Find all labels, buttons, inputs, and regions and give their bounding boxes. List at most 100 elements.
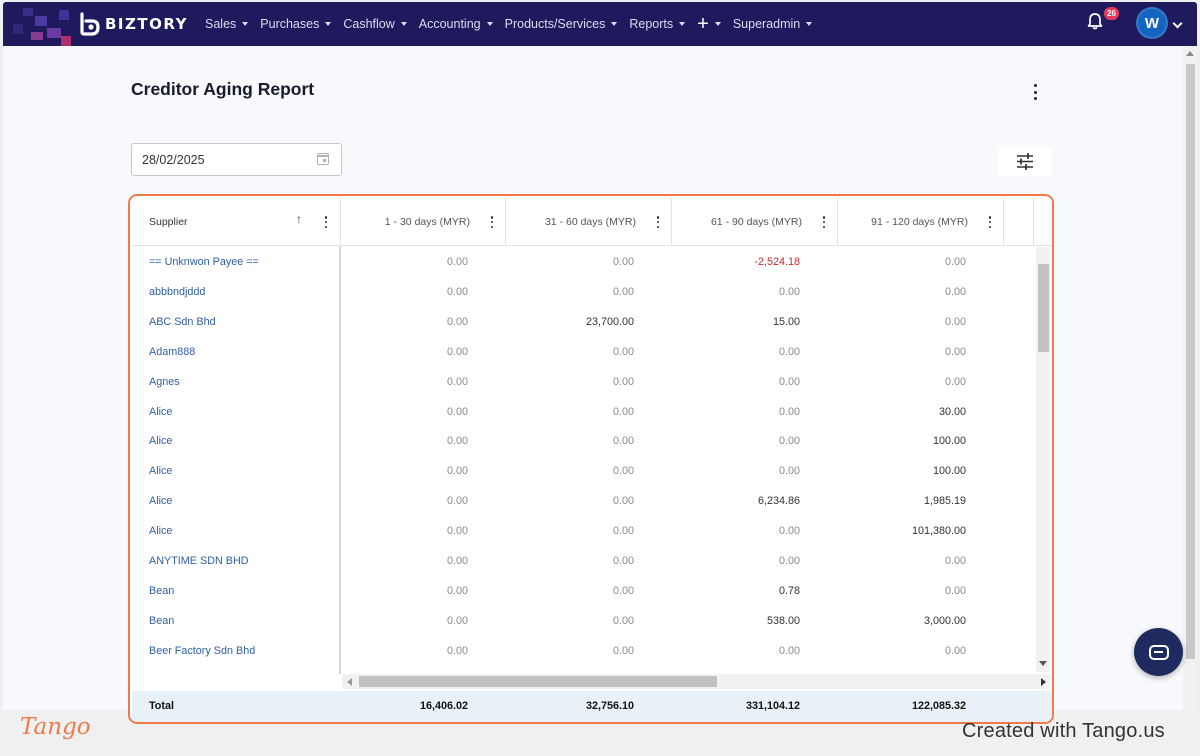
scroll-left-arrow-icon[interactable] <box>347 678 352 686</box>
amount-cell: 0.00 <box>944 345 966 358</box>
amount-cell: 30.00 <box>938 405 966 418</box>
amount-cell: 0.00 <box>612 584 634 597</box>
kebab-menu-icon[interactable] <box>324 216 328 228</box>
nav-cashflow[interactable]: Cashflow <box>343 17 407 31</box>
nav-superadmin[interactable]: Superadmin <box>732 17 813 31</box>
chat-button[interactable] <box>1134 628 1183 676</box>
supplier-link[interactable]: Agnes <box>149 375 180 388</box>
kebab-menu-icon[interactable] <box>490 216 494 228</box>
amount-cell: 0.00 <box>446 375 468 388</box>
column-header-31-60-days[interactable]: 31 - 60 days (MYR) <box>544 216 636 228</box>
created-with-tango: Created with Tango.us <box>962 720 1165 742</box>
chevron-down-icon <box>714 22 721 26</box>
scroll-right-arrow-icon[interactable] <box>1041 678 1046 686</box>
column-header-91-120-days[interactable]: 91 - 120 days (MYR) <box>871 216 968 228</box>
kebab-menu-icon[interactable] <box>656 216 660 228</box>
pinned-column-divider <box>339 246 341 674</box>
amount-cell: 0.00 <box>446 285 468 298</box>
amount-cell: 23,700.00 <box>585 315 634 328</box>
table-row[interactable]: Alice 0.00 0.00 0.00 30.00 <box>132 397 1036 427</box>
sort-up-arrow-icon[interactable]: ↑ <box>296 212 302 226</box>
page-scrollbar-thumb[interactable] <box>1186 64 1195 659</box>
kebab-menu-icon[interactable] <box>822 216 826 228</box>
total-61-90-days: 331,104.12 <box>745 700 800 712</box>
user-avatar[interactable]: W <box>1136 7 1168 39</box>
total-1-30-days: 16,406.02 <box>419 700 468 712</box>
amount-cell: 0.00 <box>778 644 800 657</box>
nav-accounting[interactable]: Accounting <box>419 17 493 31</box>
amount-cell: 0.00 <box>944 644 966 657</box>
bell-icon[interactable] <box>1086 12 1104 30</box>
chevron-down-icon <box>486 22 493 26</box>
supplier-link[interactable]: abbbndjddd <box>149 285 206 298</box>
table-horizontal-scrollbar-thumb[interactable] <box>359 676 717 687</box>
column-header-supplier[interactable]: Supplier <box>149 216 188 228</box>
column-divider <box>505 198 506 246</box>
column-header-1-30-days[interactable]: 1 - 30 days (MYR) <box>384 216 470 228</box>
table-row[interactable]: Alice 0.00 0.00 0.00 101,380.00 <box>132 516 1036 546</box>
supplier-link[interactable]: Bean <box>149 584 175 597</box>
supplier-link[interactable]: Alice <box>149 495 173 508</box>
table-vertical-scrollbar-thumb[interactable] <box>1038 264 1049 352</box>
amount-cell: 0.00 <box>612 495 634 508</box>
amount-cell: 0.78 <box>778 584 800 597</box>
table-row[interactable]: Bean 0.00 0.00 538.00 3,000.00 <box>132 606 1036 636</box>
supplier-link[interactable]: Bean <box>149 614 175 627</box>
scroll-up-arrow-icon[interactable] <box>1186 51 1194 56</box>
brand-logo[interactable]: BIZTORY <box>77 12 188 36</box>
nav-superadmin-label: Superadmin <box>732 17 801 31</box>
table-row[interactable]: Alice 0.00 0.00 6,234.86 1,985.19 <box>132 486 1036 516</box>
kebab-menu-icon[interactable] <box>1028 84 1042 100</box>
table-horizontal-scrollbar[interactable] <box>342 674 1050 689</box>
brand-name: BIZTORY <box>105 15 188 33</box>
chevron-down-icon <box>806 22 813 26</box>
supplier-link[interactable]: Alice <box>149 525 173 538</box>
amount-cell: 0.00 <box>778 555 800 567</box>
nav-products-services[interactable]: Products/Services <box>505 17 618 31</box>
supplier-link[interactable]: Alice <box>149 465 173 478</box>
table-row[interactable]: ANYTIME SDN BHD 0.00 0.00 0.00 0.00 <box>132 546 1036 576</box>
supplier-link[interactable]: Alice <box>149 405 173 418</box>
supplier-link[interactable]: Adam888 <box>149 345 196 358</box>
supplier-link[interactable]: ANYTIME SDN BHD <box>149 555 249 567</box>
supplier-link[interactable]: Alice <box>149 435 173 448</box>
chevron-down-icon <box>611 22 618 26</box>
total-31-60-days: 32,756.10 <box>585 700 634 712</box>
plus-icon: + <box>697 13 709 35</box>
table-row[interactable]: Agnes 0.00 0.00 0.00 0.00 <box>132 367 1036 397</box>
table-row[interactable]: ABC Sdn Bhd 0.00 23,700.00 15.00 0.00 <box>132 307 1036 337</box>
filter-sliders-icon <box>1017 153 1033 170</box>
amount-cell: 0.00 <box>612 644 634 657</box>
table-row[interactable]: Adam888 0.00 0.00 0.00 0.00 <box>132 337 1036 367</box>
table-row[interactable]: Alice 0.00 0.00 0.00 100.00 <box>132 456 1036 486</box>
nav-reports[interactable]: Reports <box>629 17 686 31</box>
filter-button[interactable] <box>998 147 1052 176</box>
date-field[interactable]: 28/02/2025 <box>131 143 342 176</box>
kebab-menu-icon[interactable] <box>988 216 992 228</box>
calendar-icon[interactable] <box>316 153 329 165</box>
nav-quick-add[interactable]: + <box>697 14 721 34</box>
nav-purchases[interactable]: Purchases <box>260 17 332 31</box>
amount-cell: 0.00 <box>446 345 468 358</box>
amount-cell: 0.00 <box>446 315 468 328</box>
amount-cell: 0.00 <box>778 285 800 298</box>
amount-cell: 0.00 <box>944 584 966 597</box>
table-row[interactable]: Bean 0.00 0.00 0.78 0.00 <box>132 576 1036 606</box>
page-scrollbar[interactable] <box>1183 46 1197 710</box>
column-header-61-90-days[interactable]: 61 - 90 days (MYR) <box>710 216 802 228</box>
table-row[interactable]: Beer Factory Sdn Bhd 0.00 0.00 0.00 0.00 <box>132 636 1036 666</box>
amount-cell: 100.00 <box>932 465 966 478</box>
table-row[interactable]: abbbndjddd 0.00 0.00 0.00 0.00 <box>132 277 1036 307</box>
table-row[interactable]: Alice 0.00 0.00 0.00 100.00 <box>132 426 1036 456</box>
supplier-link[interactable]: Beer Factory Sdn Bhd <box>149 644 256 657</box>
table-vertical-scrollbar[interactable] <box>1036 247 1050 672</box>
table-row[interactable]: == Unknwon Payee == 0.00 0.00 -2,524.18 0.00 <box>132 247 1036 277</box>
amount-cell: 3,000.00 <box>923 614 966 627</box>
nav-sales[interactable]: Sales <box>205 17 249 31</box>
table-body: == Unknwon Payee == 0.00 0.00 -2,524.18 0.00… <box>132 247 1036 672</box>
supplier-link[interactable]: == Unknwon Payee == <box>149 256 259 268</box>
scroll-down-arrow-icon[interactable] <box>1039 661 1047 666</box>
amount-cell: 0.00 <box>944 256 966 268</box>
chevron-down-icon <box>679 22 686 26</box>
supplier-link[interactable]: ABC Sdn Bhd <box>149 315 216 328</box>
